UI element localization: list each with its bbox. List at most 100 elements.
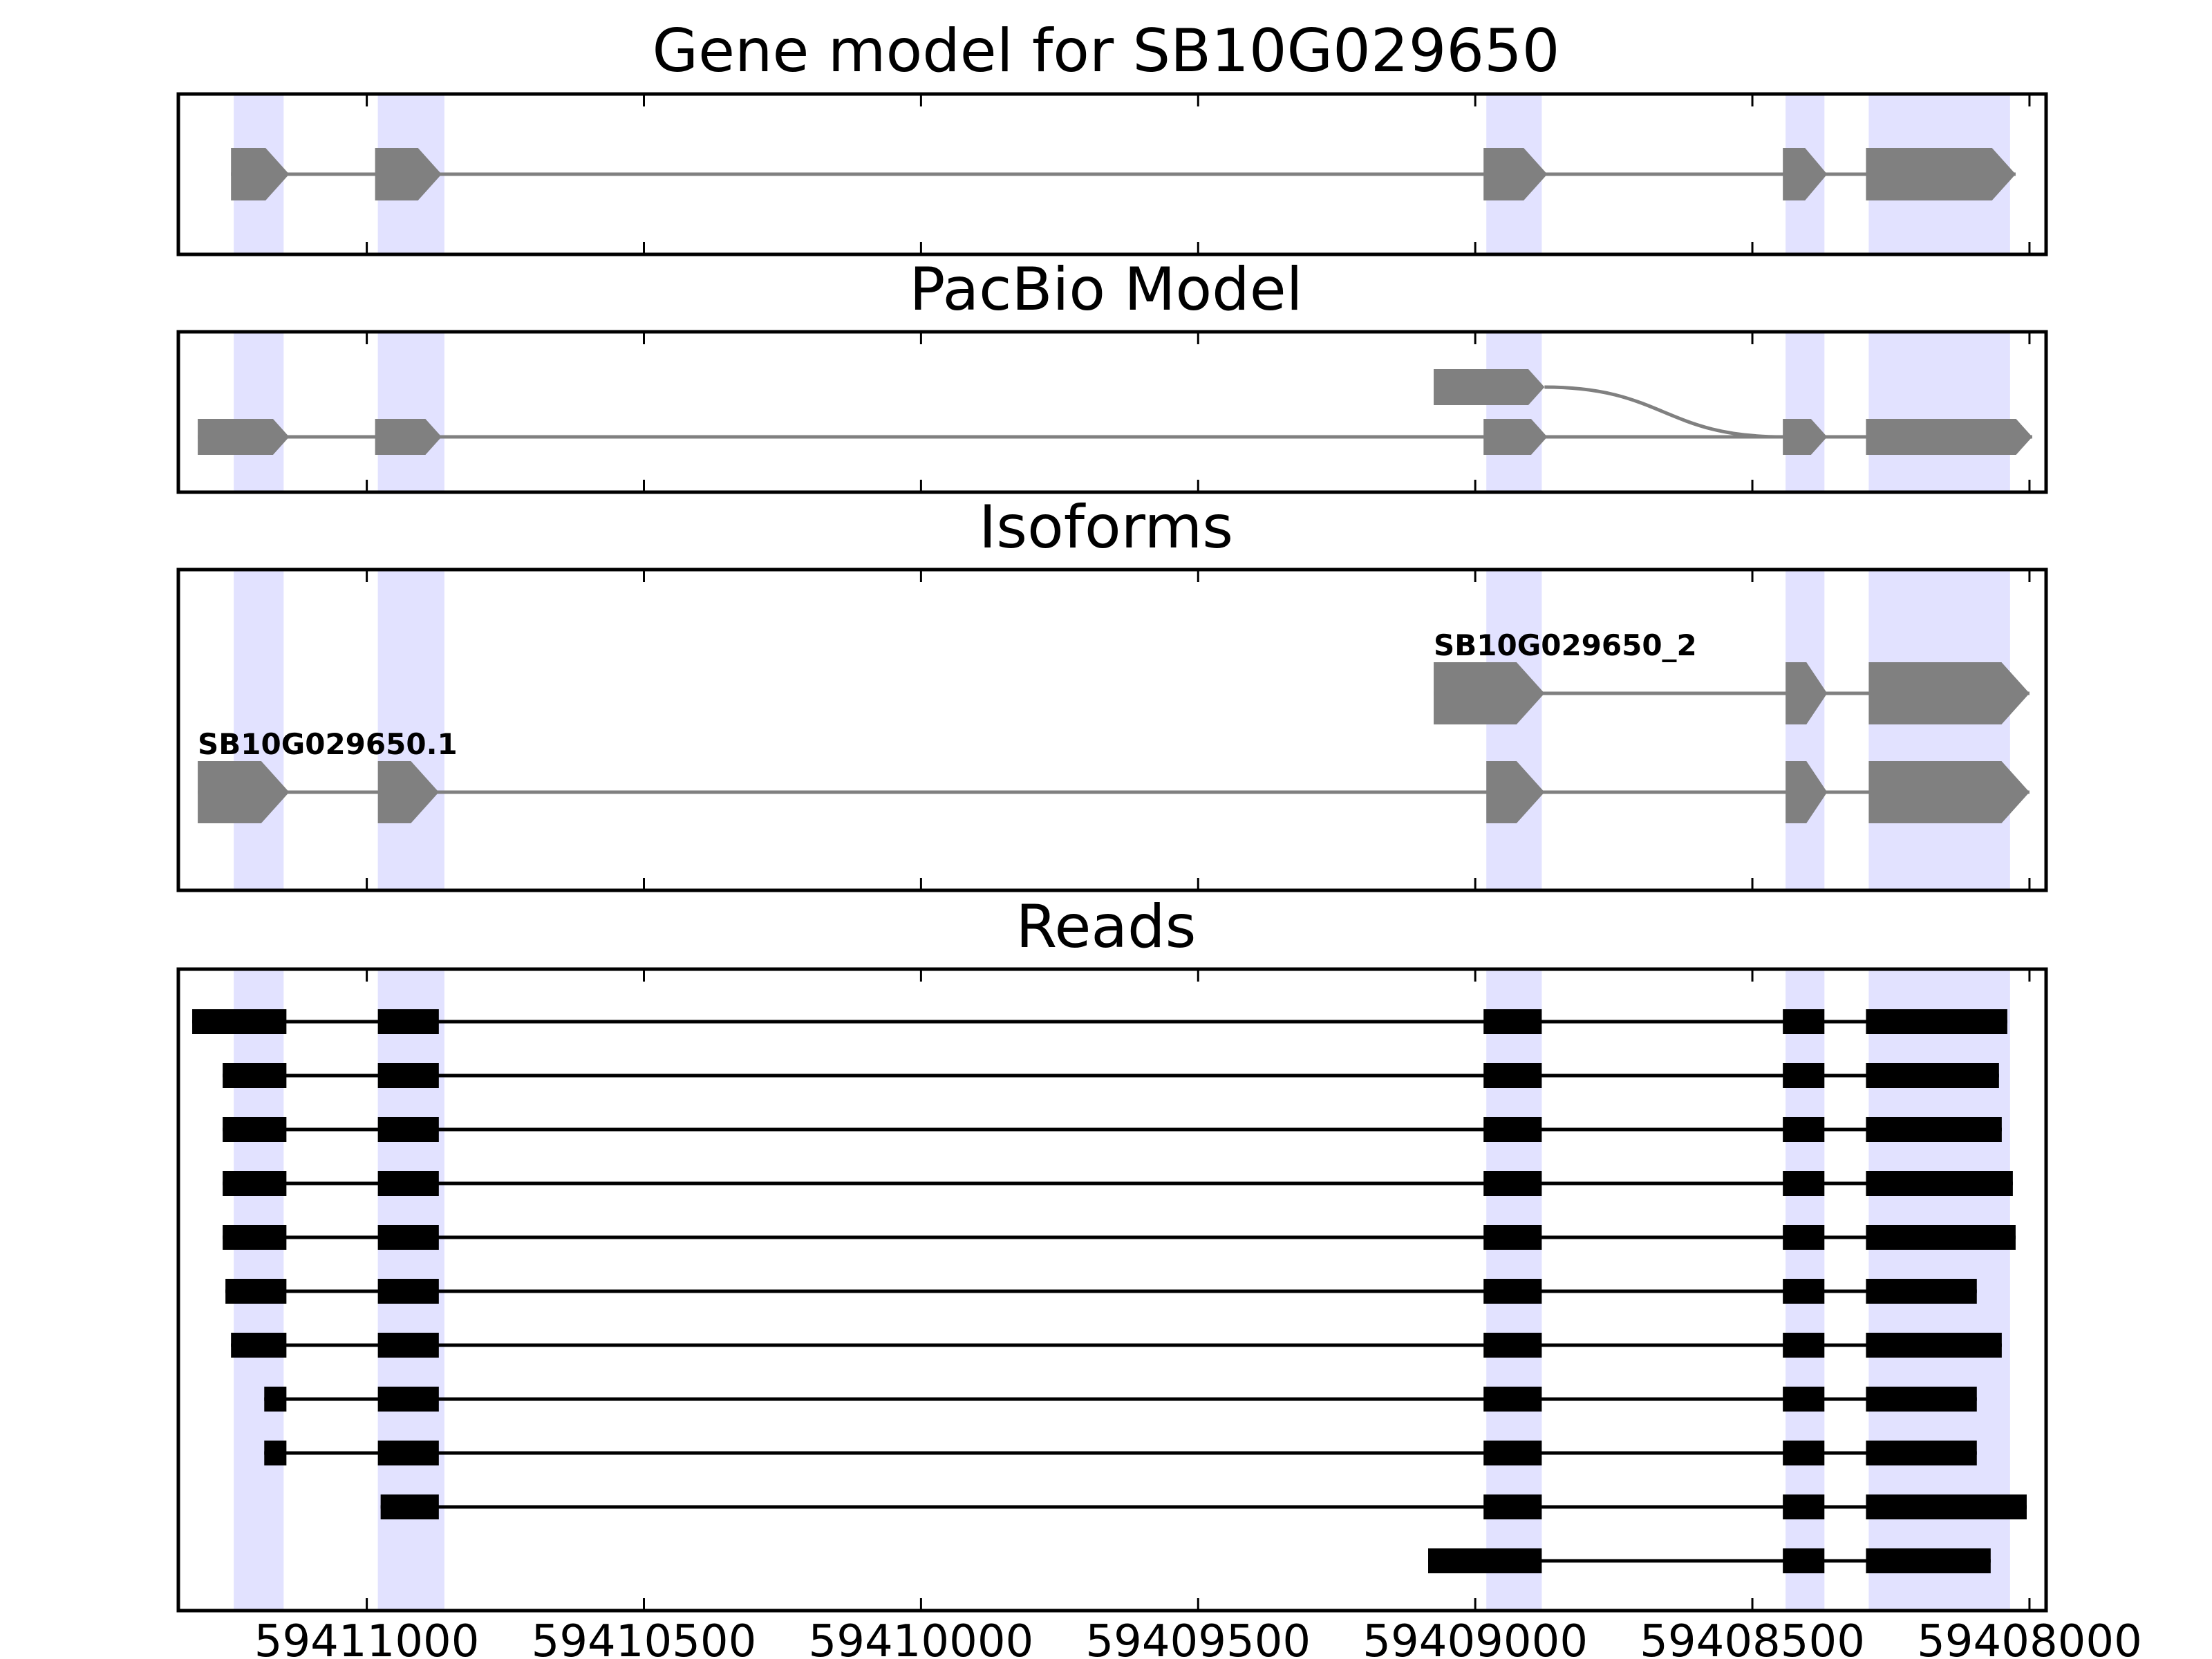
read-exon-block	[1483, 1494, 1542, 1519]
isoform-label: SB10G029650.1	[198, 727, 458, 761]
read-exon-block	[1866, 1225, 2016, 1250]
read-exon-block	[377, 1225, 439, 1250]
read-exon-block	[1483, 1171, 1542, 1196]
pacbio-model-panel	[176, 330, 2048, 494]
exon-highlight-band	[1486, 570, 1542, 890]
read-exon-block	[1866, 1171, 2013, 1196]
exon-arrow	[1785, 662, 1828, 724]
read-exon-block	[1866, 1387, 1977, 1412]
isoform-label: SB10G029650_2	[1434, 628, 1697, 662]
read-exon-block	[1483, 1441, 1542, 1465]
read-exon-block	[377, 1333, 439, 1358]
read-exon-block	[1783, 1387, 1825, 1412]
x-tick-label: 59410500	[532, 1616, 757, 1659]
read-exon-block	[1866, 1063, 1999, 1088]
exon-arrow	[375, 148, 442, 200]
x-tick-label: 59408000	[1917, 1616, 2142, 1659]
read-exon-block	[1783, 1171, 1825, 1196]
exon-highlight-band	[234, 332, 284, 492]
read-exon-block	[1866, 1441, 1977, 1465]
read-exon-block	[223, 1117, 287, 1142]
read-exon-block	[1783, 1117, 1825, 1142]
exon-arrow	[1866, 148, 2016, 200]
read-exon-block	[1783, 1548, 1825, 1573]
read-exon-block	[264, 1441, 287, 1465]
exon-arrow	[1783, 419, 1828, 455]
read-exon-block	[1783, 1333, 1825, 1358]
exon-arrow	[1868, 761, 2030, 823]
read-exon-block	[377, 1171, 439, 1196]
read-exon-block	[1483, 1387, 1542, 1412]
reads-title: Reads	[1016, 892, 1197, 962]
read-exon-block	[1483, 1009, 1542, 1034]
exon-highlight-band	[234, 570, 284, 890]
read-exon-block	[377, 1009, 439, 1034]
read-exon-block	[1483, 1333, 1542, 1358]
panel-frame	[176, 568, 2048, 892]
reads-panel	[176, 967, 2048, 1613]
read-exon-block	[223, 1063, 287, 1088]
x-tick-label: 59410000	[809, 1616, 1034, 1659]
x-axis-tick-labels: 59411000 59410500 59410000 59409500 59409000…	[254, 1616, 2142, 1659]
exon-arrow	[198, 419, 290, 455]
exon-arrow	[375, 419, 442, 455]
x-tick-label: 59408500	[1640, 1616, 1865, 1659]
panel-frame	[176, 967, 2048, 1613]
exon-arrow	[1868, 662, 2030, 724]
read-exon-block	[377, 1063, 439, 1088]
isoforms-title: Isoforms	[979, 493, 1233, 562]
read-exon-block	[1866, 1494, 2027, 1519]
exon-highlight-band	[1868, 570, 2010, 890]
exon-arrow	[1783, 148, 1828, 200]
read-exon-block	[1483, 1279, 1542, 1304]
exon-highlight-band	[1486, 332, 1542, 492]
exon-arrow	[1483, 419, 1548, 455]
read-exon-block	[1483, 1225, 1542, 1250]
splice-connector	[1544, 385, 1783, 439]
gene-model-panel	[176, 92, 2048, 256]
read-exon-block	[1866, 1009, 2007, 1034]
exon-highlight-band	[1868, 332, 2010, 492]
x-tick-label: 59409000	[1362, 1616, 1588, 1659]
exon-arrow	[1483, 148, 1548, 200]
read-exon-block	[377, 1441, 439, 1465]
exon-arrow	[198, 761, 290, 823]
panel-frame	[176, 330, 2048, 494]
exon-highlight-band	[377, 332, 444, 492]
read-exon-block	[1483, 1063, 1542, 1088]
exon-highlight-band	[1785, 570, 1825, 890]
read-exon-block	[223, 1225, 287, 1250]
read-exon-block	[1483, 1117, 1542, 1142]
exon-arrow	[1434, 662, 1545, 724]
read-exon-block	[1866, 1333, 2002, 1358]
read-exon-block	[1783, 1225, 1825, 1250]
exon-arrow	[231, 148, 290, 200]
exon-arrow	[1866, 419, 2032, 455]
read-exon-block	[225, 1279, 287, 1304]
read-exon-block	[192, 1009, 287, 1034]
read-exon-block	[377, 1387, 439, 1412]
read-exon-block	[231, 1333, 287, 1358]
gene-model-title: Gene model for SB10G029650	[653, 17, 1560, 86]
exon-highlight-band	[1785, 332, 1825, 492]
read-exon-block	[1866, 1117, 2002, 1142]
x-tick-label: 59409500	[1085, 1616, 1311, 1659]
read-exon-block	[1783, 1009, 1825, 1034]
read-exon-block	[380, 1494, 439, 1519]
read-exon-block	[377, 1117, 439, 1142]
read-exon-block	[1428, 1548, 1542, 1573]
read-exon-block	[264, 1387, 287, 1412]
read-exon-block	[1783, 1279, 1825, 1304]
isoforms-panel: SB10G029650_2 SB10G029650.1	[176, 568, 2048, 892]
exon-arrow	[1434, 369, 1545, 405]
read-exon-block	[1866, 1548, 1991, 1573]
read-exon-block	[223, 1171, 287, 1196]
exon-arrow	[1486, 761, 1545, 823]
pacbio-model-title: PacBio Model	[909, 255, 1302, 324]
x-tick-label: 59411000	[254, 1616, 480, 1659]
read-exon-block	[1866, 1279, 1977, 1304]
exon-arrow	[1785, 761, 1828, 823]
read-exon-block	[1783, 1494, 1825, 1519]
